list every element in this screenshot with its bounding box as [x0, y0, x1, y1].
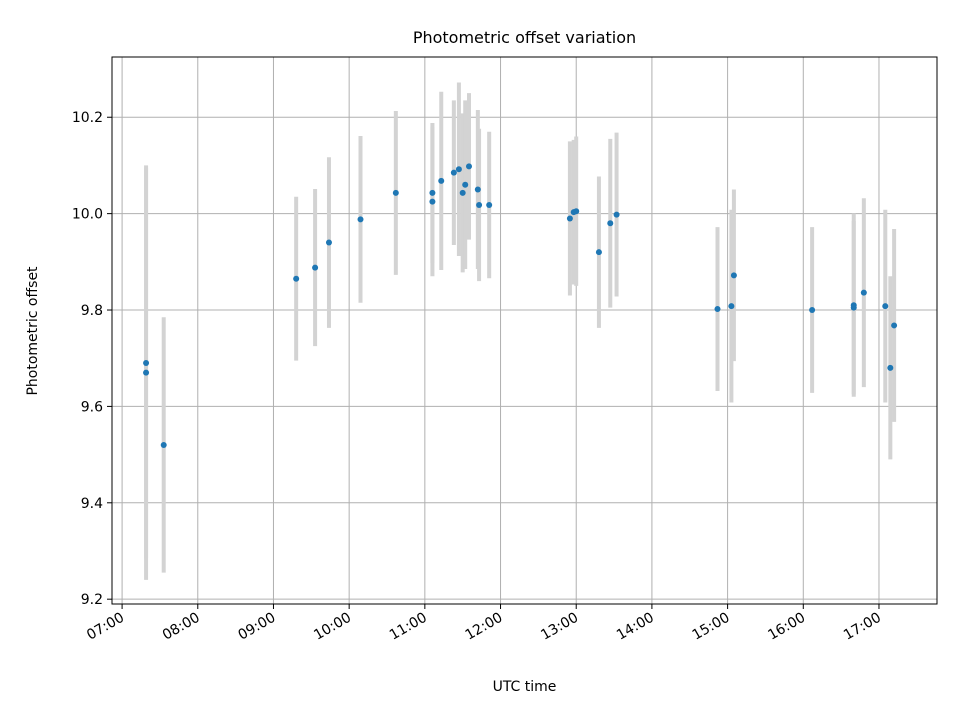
data-point [293, 275, 300, 282]
data-point [462, 181, 469, 188]
data-point [474, 186, 481, 193]
data-point [809, 307, 816, 314]
data-point [566, 215, 573, 222]
data-point [392, 189, 399, 196]
data-point [455, 166, 462, 173]
data-point [143, 360, 150, 367]
data-point [573, 208, 580, 215]
data-point [357, 216, 364, 223]
data-point [613, 211, 620, 218]
y-tick-label: 10.0 [72, 207, 103, 223]
y-tick-label: 9.6 [81, 399, 103, 415]
data-point [607, 220, 614, 227]
data-point [860, 289, 867, 296]
data-point [476, 201, 483, 208]
data-point [850, 304, 857, 311]
y-tick-label: 9.8 [81, 303, 103, 319]
data-point [887, 364, 894, 371]
y-tick-label: 10.2 [72, 110, 103, 126]
data-point [714, 306, 721, 313]
data-point [429, 189, 436, 196]
y-tick-label: 9.4 [81, 496, 103, 512]
data-point [465, 163, 472, 170]
data-point [429, 198, 436, 205]
grid [112, 57, 937, 604]
data-point [730, 272, 737, 279]
data-point [459, 189, 466, 196]
y-axis-label: Photometric offset [25, 266, 41, 396]
data-point [728, 303, 735, 310]
plot-frame [111, 56, 938, 605]
data-points [143, 163, 898, 448]
y-tick-label: 9.2 [81, 592, 103, 608]
data-point [486, 201, 493, 208]
data-point [143, 369, 150, 376]
data-point [595, 249, 602, 256]
data-point [882, 303, 889, 310]
data-point [325, 239, 332, 246]
data-point [438, 177, 445, 184]
chart-title: Photometric offset variation [413, 28, 636, 47]
data-point [891, 322, 898, 329]
data-point [312, 264, 319, 271]
data-point [450, 169, 457, 176]
data-point [160, 441, 167, 448]
x-axis-label: UTC time [493, 679, 557, 695]
y-axis-ticks: 9.2 9.4 9.6 9.8 10.0 10.2 [72, 110, 112, 608]
